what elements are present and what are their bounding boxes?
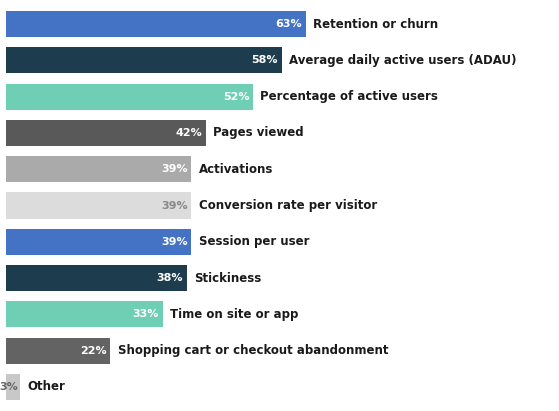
Text: Pages viewed: Pages viewed [213, 127, 304, 139]
Text: Average daily active users (ADAU): Average daily active users (ADAU) [289, 54, 517, 67]
Bar [6, 229, 191, 255]
Text: 39%: 39% [161, 201, 188, 210]
Bar [6, 265, 187, 291]
Text: Session per user: Session per user [198, 235, 309, 248]
Text: 52%: 52% [223, 92, 249, 102]
Bar [6, 47, 282, 74]
Text: Conversion rate per visitor: Conversion rate per visitor [198, 199, 377, 212]
Bar [6, 301, 163, 328]
Text: Retention or churn: Retention or churn [313, 18, 438, 30]
Text: 58%: 58% [252, 55, 278, 65]
Text: Time on site or app: Time on site or app [170, 308, 299, 321]
Text: 3%: 3% [0, 382, 18, 392]
Text: 42%: 42% [175, 128, 202, 138]
Bar [6, 120, 206, 146]
Text: 22%: 22% [80, 346, 107, 356]
Bar [6, 337, 110, 364]
Bar [6, 83, 253, 110]
Text: 38%: 38% [157, 273, 183, 283]
Text: Other: Other [27, 381, 65, 393]
Text: 39%: 39% [161, 164, 188, 174]
Bar [6, 11, 306, 37]
Bar [6, 192, 191, 219]
Text: Shopping cart or checkout abandonment: Shopping cart or checkout abandonment [117, 344, 388, 357]
Text: Activations: Activations [198, 163, 273, 176]
Bar [6, 374, 20, 400]
Text: 63%: 63% [275, 19, 302, 29]
Text: 39%: 39% [161, 237, 188, 247]
Text: Stickiness: Stickiness [194, 272, 261, 284]
Text: Percentage of active users: Percentage of active users [260, 90, 438, 103]
Text: 33%: 33% [132, 309, 159, 319]
Bar [6, 156, 191, 182]
